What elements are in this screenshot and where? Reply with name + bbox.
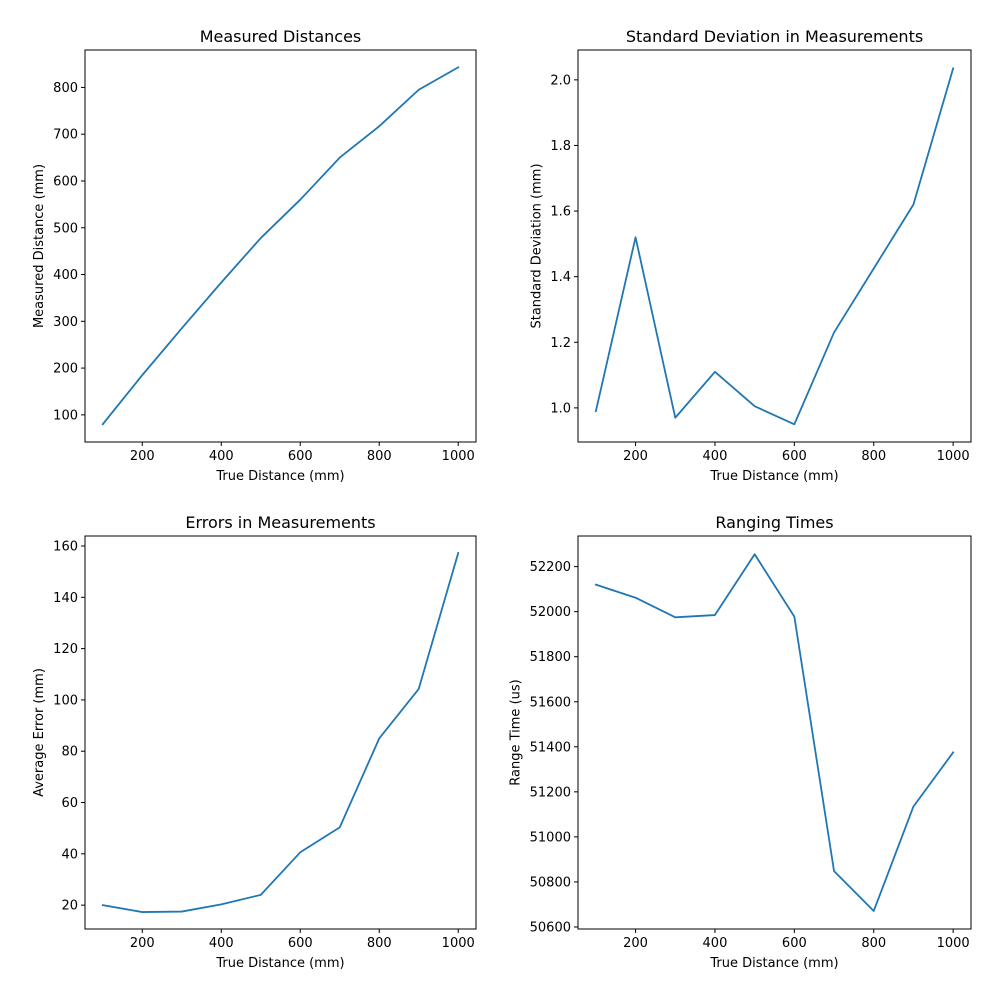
y-tick-label: 51000 (530, 830, 571, 845)
axes-frame (84, 49, 477, 443)
axes-frame (84, 535, 477, 930)
y-tick-label: 2.0 (550, 73, 571, 88)
y-tick-label: 300 (53, 315, 78, 330)
y-tick-label: 1.4 (550, 270, 571, 285)
y-tick-label: 1.8 (550, 139, 571, 154)
x-tick-label: 1000 (442, 449, 475, 464)
x-tick-label: 600 (782, 449, 807, 464)
chart-2: Standard Deviation in Measurements 200 400… (529, 27, 972, 484)
y-tick-label: 400 (53, 268, 78, 283)
x-tick-label: 600 (288, 449, 313, 464)
series-line (101, 66, 460, 426)
y-tick-label: 200 (53, 362, 78, 377)
x-tick-label: 400 (703, 449, 728, 464)
x-tick-label: 600 (782, 936, 807, 951)
y-axis-label: Measured Distance (mm) (32, 164, 47, 328)
y-tick-label: 51200 (530, 785, 571, 800)
axes-frame (577, 49, 972, 443)
x-tick-label: 400 (703, 936, 728, 951)
y-tick-label: 52200 (530, 560, 571, 575)
x-tick-label: 200 (623, 936, 648, 951)
x-tick-label: 400 (209, 449, 234, 464)
y-tick-label: 51600 (530, 695, 571, 710)
x-tick-label: 800 (367, 449, 392, 464)
chart-title: Measured Distances (200, 27, 362, 46)
y-tick-label: 51400 (530, 740, 571, 755)
series-line (101, 551, 460, 913)
chart-title: Standard Deviation in Measurements (626, 27, 923, 46)
x-tick-label: 800 (367, 936, 392, 951)
x-tick-label: 1000 (937, 449, 970, 464)
y-tick-label: 80 (61, 745, 78, 760)
y-axis-label: Standard Deviation (mm) (529, 163, 544, 328)
chart-title: Errors in Measurements (185, 513, 375, 532)
x-tick-label: 600 (288, 936, 313, 951)
chart-1: Measured Distances 200 400 600 800 1000 100 200… (32, 27, 477, 484)
y-tick-label: 140 (53, 591, 78, 606)
y-tick-label: 60 (61, 796, 78, 811)
x-tick-label: 200 (130, 449, 155, 464)
x-tick-label: 1000 (937, 936, 970, 951)
x-tick-label: 200 (130, 936, 155, 951)
series-line (594, 553, 955, 912)
x-axis-label: True Distance (mm) (709, 956, 838, 971)
y-tick-label: 1.2 (550, 336, 571, 351)
y-tick-label: 700 (53, 128, 78, 143)
chart-4: Ranging Times 200 400 600 800 1000 50600 50800 5… (509, 513, 972, 971)
y-tick-label: 160 (53, 540, 78, 555)
y-tick-label: 500 (53, 221, 78, 236)
y-axis-label: Average Error (mm) (32, 668, 47, 797)
axes-frame (577, 535, 972, 930)
chart-title: Ranging Times (715, 513, 833, 532)
y-tick-label: 100 (53, 693, 78, 708)
y-tick-label: 1.6 (550, 205, 571, 220)
chart-3: Errors in Measurements 200 400 600 800 1000 20… (32, 513, 477, 971)
y-tick-label: 50600 (530, 920, 571, 935)
y-tick-label: 52000 (530, 605, 571, 620)
y-tick-label: 120 (53, 642, 78, 657)
x-tick-label: 400 (209, 936, 234, 951)
y-tick-label: 20 (61, 899, 78, 914)
y-tick-label: 40 (61, 847, 78, 862)
y-axis-label: Range Time (us) (509, 679, 524, 785)
y-tick-label: 100 (53, 408, 78, 423)
x-tick-label: 1000 (442, 936, 475, 951)
series-line (594, 67, 955, 426)
x-axis-label: True Distance (mm) (215, 469, 344, 484)
x-axis-label: True Distance (mm) (709, 469, 838, 484)
x-tick-label: 200 (623, 449, 648, 464)
y-tick-label: 1.0 (550, 401, 571, 416)
x-axis-label: True Distance (mm) (215, 956, 344, 971)
y-tick-label: 50800 (530, 875, 571, 890)
x-tick-label: 800 (861, 936, 886, 951)
x-tick-label: 800 (861, 449, 886, 464)
y-tick-label: 800 (53, 81, 78, 96)
y-tick-label: 600 (53, 174, 78, 189)
y-tick-label: 51800 (530, 650, 571, 665)
